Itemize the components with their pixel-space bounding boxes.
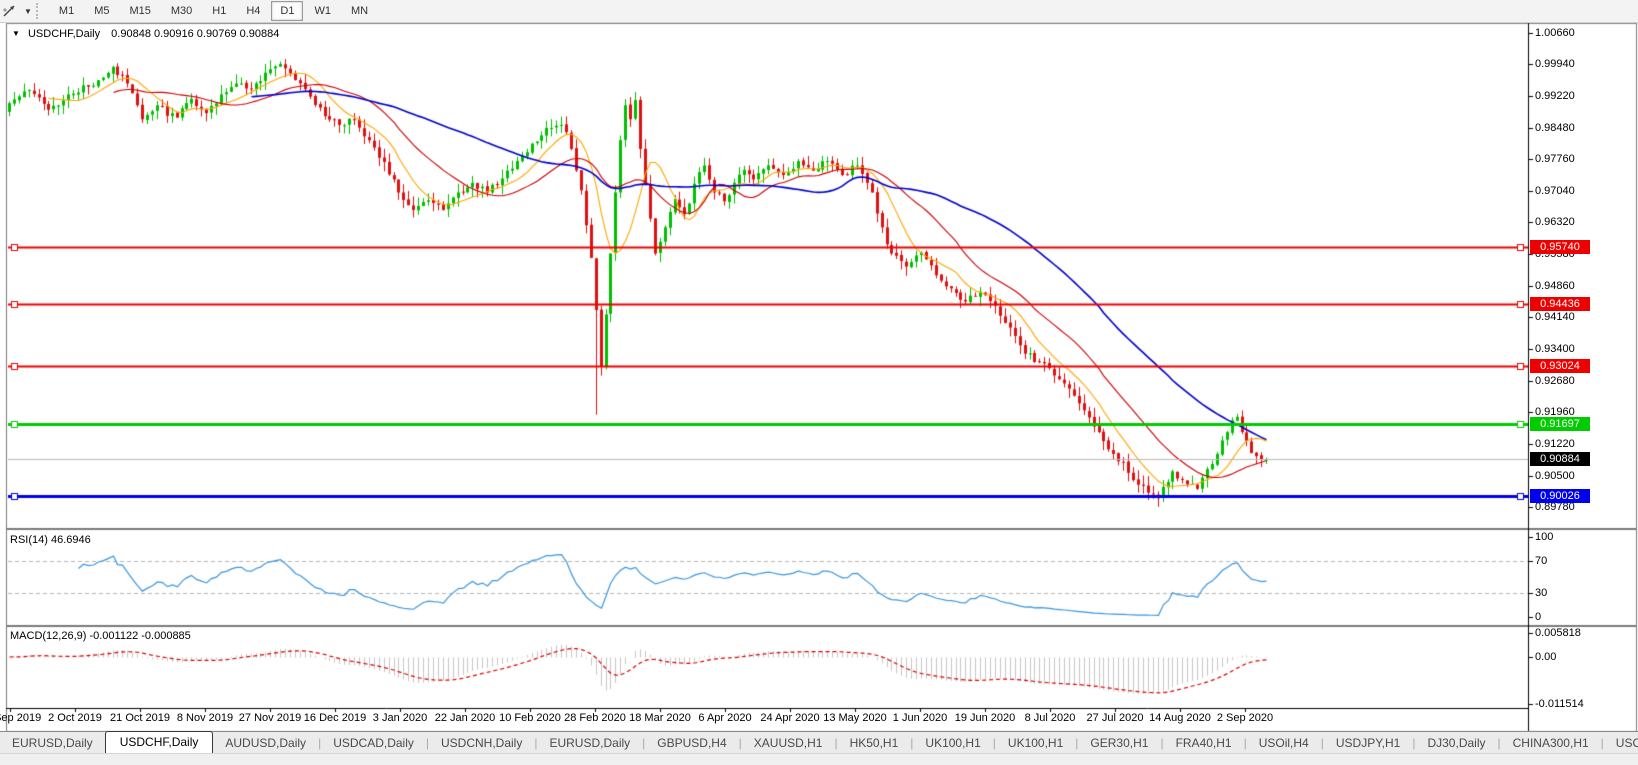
- tab-separator: |: [738, 736, 742, 750]
- chart-tab-dj30-daily[interactable]: DJ30,Daily: [1427, 736, 1486, 750]
- tab-separator: |: [1412, 736, 1416, 750]
- tab-separator: |: [1075, 736, 1079, 750]
- tab-separator: |: [1160, 736, 1164, 750]
- timeframe-button-m1[interactable]: M1: [58, 5, 75, 17]
- chart-tab-bar: EURUSD,Daily USDCHF,Daily AUDUSD,Daily | USD…: [0, 731, 1638, 754]
- tab-separator: |: [992, 736, 996, 750]
- tab-separator: |: [1320, 736, 1324, 750]
- chart-tab-eurusd-daily[interactable]: EURUSD,Daily: [549, 736, 631, 750]
- tab-separator: |: [425, 736, 429, 750]
- timeframe-button-m30[interactable]: M30: [170, 5, 193, 17]
- chart-tab-xauusd-h1[interactable]: XAUUSD,H1: [753, 736, 823, 750]
- chart-tab-eurusd-daily[interactable]: EURUSD,Daily: [12, 736, 93, 750]
- tab-separator: |: [1243, 736, 1247, 750]
- crosshair-line-tool-icon[interactable]: [0, 1, 22, 21]
- chart-tab-usdchf-daily[interactable]: USDCHF,Daily: [104, 731, 214, 754]
- toolbar-grip: [35, 3, 43, 19]
- chart-tab-hk50-h1[interactable]: HK50,H1: [849, 736, 899, 750]
- timeframe-buttons: M1 M5 M15 M30 H1 H4 D1 W1 MN: [49, 1, 378, 21]
- timeframe-button-m5[interactable]: M5: [94, 5, 110, 17]
- timeframe-button-m15[interactable]: M15: [129, 5, 151, 17]
- timeframe-button-d1[interactable]: D1: [271, 1, 304, 21]
- tab-separator: |: [642, 736, 646, 750]
- timeframe-button-h1[interactable]: H1: [212, 5, 227, 17]
- status-bar: [0, 753, 1638, 765]
- timeframe-button-h4[interactable]: H4: [246, 5, 261, 17]
- chart-tab-uk100-h1[interactable]: UK100,H1: [925, 736, 981, 750]
- tab-separator: |: [910, 736, 914, 750]
- tab-separator: |: [318, 736, 322, 750]
- tab-separator: |: [534, 736, 538, 750]
- chart-tab-audusd-daily[interactable]: AUDUSD,Daily: [225, 736, 307, 750]
- tab-separator: |: [1497, 736, 1501, 750]
- chart-tab-china300-h1[interactable]: CHINA300,H1: [1512, 736, 1589, 750]
- chart-tool-dropdown-icon[interactable]: ▼: [24, 6, 32, 16]
- chart-tab-usoil-h1[interactable]: USOil,H1: [1615, 736, 1638, 750]
- chart-tab-uk100-h1[interactable]: UK100,H1: [1007, 736, 1064, 750]
- chart-tab-gbpusd-h4[interactable]: GBPUSD,H4: [657, 736, 727, 750]
- chart-tab-fra40-h1[interactable]: FRA40,H1: [1175, 736, 1232, 750]
- chart-tab-usoil-h4[interactable]: USOil,H4: [1258, 736, 1309, 750]
- chart-tab-usdcad-daily[interactable]: USDCAD,Daily: [333, 736, 414, 750]
- timeframe-button-mn[interactable]: MN: [350, 5, 369, 17]
- chart-tab-usdjpy-h1[interactable]: USDJPY,H1: [1335, 736, 1401, 750]
- tab-separator: |: [834, 736, 838, 750]
- timeframe-toolbar: ▼ M1 M5 M15 M30 H1 H4 D1 W1 MN: [0, 0, 1638, 23]
- tab-separator: |: [1600, 736, 1604, 750]
- timeframe-button-w1[interactable]: W1: [314, 5, 331, 17]
- chart-tab-ger30-h1[interactable]: GER30,H1: [1090, 736, 1149, 750]
- chart-tab-usdcnh-daily[interactable]: USDCNH,Daily: [441, 736, 523, 750]
